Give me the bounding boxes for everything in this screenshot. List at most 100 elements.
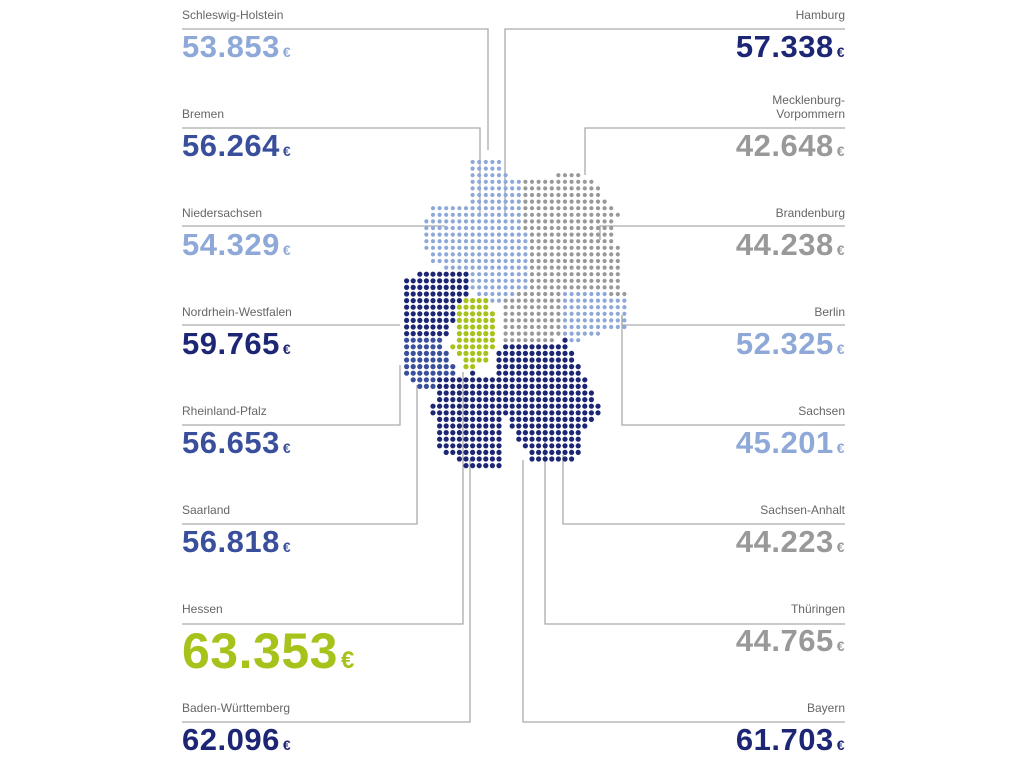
map-dot xyxy=(476,463,482,469)
map-dot xyxy=(423,350,429,356)
map-dot xyxy=(443,443,449,449)
map-dot xyxy=(437,397,443,403)
map-dot xyxy=(476,403,482,409)
map-dot xyxy=(523,186,528,191)
map-dot xyxy=(595,192,601,198)
map-dot xyxy=(483,337,489,343)
map-dot xyxy=(523,225,528,231)
state-name: Sachsen-Anhalt xyxy=(760,503,845,517)
map-dot xyxy=(483,449,489,455)
map-dot xyxy=(470,298,476,304)
map-dot xyxy=(562,311,568,316)
map-dot xyxy=(476,337,482,343)
state-entry-brandenburg: Brandenburg 44.238 € xyxy=(545,206,845,268)
map-dot xyxy=(450,436,456,442)
map-dot xyxy=(536,344,542,350)
map-dot xyxy=(536,423,542,429)
map-dot xyxy=(463,324,469,330)
state-entry-sachsen: Sachsen 45.201 € xyxy=(545,404,845,466)
map-dot xyxy=(555,449,562,455)
map-dot xyxy=(490,258,495,264)
map-dot xyxy=(549,206,554,211)
map-dot xyxy=(609,305,614,310)
map-dot xyxy=(463,463,469,469)
map-dot xyxy=(589,232,594,237)
map-dot xyxy=(529,278,535,283)
map-dot xyxy=(496,225,502,231)
map-dot xyxy=(443,304,449,310)
map-dot xyxy=(516,324,521,330)
state-value: 54.329 € xyxy=(182,227,482,268)
map-dot xyxy=(522,410,529,416)
map-dot xyxy=(602,252,607,257)
map-dot xyxy=(483,324,489,330)
map-dot xyxy=(463,390,469,396)
map-dot xyxy=(602,278,607,283)
map-dot xyxy=(529,252,535,257)
map-dot xyxy=(569,390,575,396)
map-dot xyxy=(562,377,568,383)
map-dot xyxy=(549,403,555,409)
map-dot xyxy=(562,179,568,184)
currency-symbol: € xyxy=(282,440,292,456)
map-dot xyxy=(476,423,482,429)
map-dot xyxy=(516,350,522,356)
map-dot xyxy=(476,449,482,455)
map-dot xyxy=(423,304,429,310)
map-dot xyxy=(456,344,462,350)
map-dot xyxy=(529,291,535,297)
map-dot xyxy=(443,436,449,442)
map-dot xyxy=(536,258,541,264)
map-dot xyxy=(470,416,476,422)
map-dot xyxy=(536,219,541,224)
map-dot xyxy=(569,318,574,323)
map-dot xyxy=(470,239,475,244)
map-dot xyxy=(489,436,495,442)
map-dot xyxy=(569,265,574,270)
connector-line-sachsen-anhalt xyxy=(562,455,845,525)
map-dot xyxy=(562,186,568,191)
map-dot xyxy=(575,377,581,383)
map-dot xyxy=(463,225,469,231)
map-dot xyxy=(543,252,548,257)
map-dot xyxy=(582,331,587,336)
map-dot xyxy=(543,285,548,290)
map-dot xyxy=(536,410,542,416)
map-dot xyxy=(562,397,568,403)
map-dot xyxy=(503,186,508,191)
map-dot xyxy=(410,298,416,304)
map-dot xyxy=(602,305,607,310)
map-dot xyxy=(615,291,620,297)
map-dot xyxy=(556,258,561,264)
map-dot xyxy=(569,324,574,330)
map-dot xyxy=(556,192,561,198)
map-dot xyxy=(549,239,554,244)
map-dot xyxy=(450,317,456,323)
map-dot xyxy=(450,443,456,449)
map-dot xyxy=(556,324,561,330)
map-dot xyxy=(615,252,620,257)
map-dot xyxy=(510,232,515,237)
map-dot xyxy=(562,423,568,429)
map-dot xyxy=(622,298,627,303)
map-dot xyxy=(470,403,476,409)
map-dot xyxy=(509,370,515,376)
map-dot xyxy=(503,344,509,350)
map-dot xyxy=(437,443,443,449)
map-dot xyxy=(549,311,554,316)
map-dot xyxy=(536,206,541,211)
map-dot xyxy=(470,192,475,198)
map-dot xyxy=(602,219,607,224)
map-dot xyxy=(609,225,614,231)
map-dot xyxy=(483,219,488,224)
map-dot xyxy=(582,199,587,204)
map-dot xyxy=(549,291,554,297)
map-dot xyxy=(582,423,588,429)
map-dot xyxy=(589,318,594,323)
map-dot xyxy=(477,232,482,237)
map-dot xyxy=(404,324,410,330)
map-dot xyxy=(476,416,482,422)
map-dot xyxy=(437,383,443,389)
map-dot xyxy=(510,331,515,336)
map-dot xyxy=(595,219,601,224)
